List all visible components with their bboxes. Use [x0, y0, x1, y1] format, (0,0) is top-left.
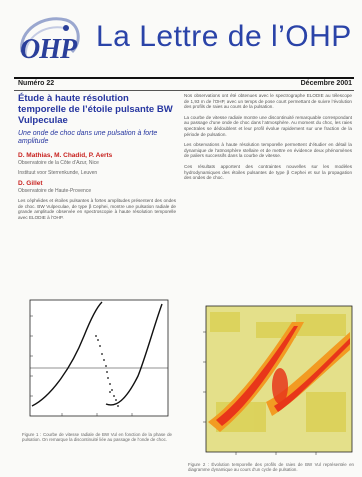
- newsletter-title: La Lettre de l’OHP: [96, 20, 352, 53]
- article-subhead: Une onde de choc dans une pulsation à fo…: [18, 130, 158, 145]
- body-paragraph-2: La courbe de vitesse radiale montre une …: [184, 114, 352, 137]
- body-paragraph-4: Ces résultats apportent des contraintes …: [184, 163, 352, 181]
- right-column: Nos observations ont été obtenues avec l…: [184, 93, 352, 186]
- body-paragraph-1: Nos observations ont été obtenues avec l…: [184, 93, 352, 110]
- ohp-logo: OHP: [14, 12, 84, 74]
- affiliation-1: Observatoire de la Côte d’Azur, Nice: [18, 160, 99, 166]
- author-line-1: D. Mathias, M. Chadid, P. Aerts: [18, 152, 113, 159]
- author-line-2: D. Gillet: [18, 180, 43, 187]
- issue-number: Numéro 22: [18, 80, 55, 87]
- intro-paragraph: Les céphéides et étoiles pulsantes à for…: [18, 198, 176, 220]
- affiliation-2: Observatoire de Haute-Provence: [18, 188, 92, 194]
- logo-swirl-icon: [20, 17, 80, 57]
- subheader-rule: [14, 90, 354, 91]
- figure-1-caption: Figure 1 : Courbe de vitesse radiale de …: [22, 432, 172, 443]
- dynamic-spectrum-figure: [203, 305, 353, 455]
- affiliation-1b: Instituut voor Sterrenkunde, Leuven: [18, 170, 98, 176]
- radial-velocity-figure: [29, 299, 169, 417]
- logo-text: OHP: [20, 34, 77, 65]
- figure-2-caption: Figure 2 : Évolution temporelle des prof…: [188, 462, 354, 473]
- header-rule: [14, 77, 354, 79]
- left-column: Étude à haute résolution temporelle de l…: [18, 93, 176, 225]
- issue-date: Décembre 2001: [300, 80, 352, 87]
- article-headline: Étude à haute résolution temporelle de l…: [18, 93, 173, 126]
- body-paragraph-3: Les observations à haute résolution temp…: [184, 142, 352, 159]
